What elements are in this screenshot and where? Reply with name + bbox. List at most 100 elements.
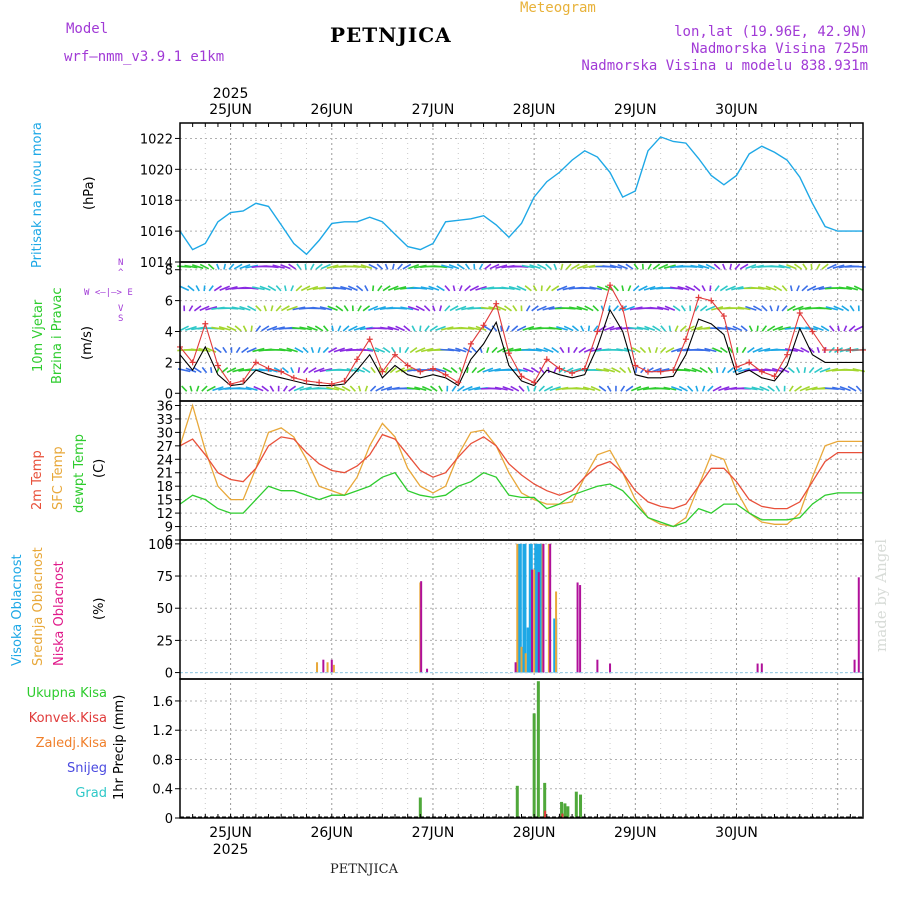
wind-arrow bbox=[415, 347, 426, 353]
wind-arrow bbox=[476, 367, 486, 374]
gust-marker bbox=[784, 351, 791, 358]
gust-marker bbox=[189, 359, 196, 366]
wind-arrow bbox=[525, 305, 531, 312]
wind-arrow bbox=[263, 305, 267, 312]
wind-arrow bbox=[638, 285, 648, 292]
wind-arrow bbox=[373, 306, 386, 311]
wind-arrow bbox=[516, 325, 527, 332]
wind-arrow bbox=[201, 385, 208, 392]
wind-arrow bbox=[769, 305, 773, 312]
wind-arrow bbox=[299, 326, 312, 331]
y-tick-label: 36 bbox=[156, 399, 173, 414]
legend-hail: Grad bbox=[75, 786, 107, 801]
wind-arrow bbox=[747, 346, 755, 354]
wind-arrow bbox=[471, 346, 478, 354]
wind-arrow bbox=[322, 325, 329, 332]
wind-arrow bbox=[218, 326, 231, 331]
wind-arrow bbox=[460, 326, 475, 330]
wind-arrow bbox=[571, 325, 580, 332]
compass-up: ^ bbox=[118, 268, 124, 278]
wind-arrow bbox=[644, 325, 656, 332]
day-label-top: 29JUN bbox=[614, 102, 657, 118]
wind-arrow bbox=[542, 306, 555, 311]
wind-arrow bbox=[190, 348, 205, 352]
wind-arrow bbox=[752, 347, 763, 353]
wind-arrow bbox=[800, 347, 810, 354]
wind-arrow bbox=[331, 325, 334, 332]
gust-marker bbox=[657, 368, 664, 375]
wind-arrow bbox=[794, 385, 802, 392]
wind-arrow bbox=[212, 386, 224, 392]
wind-arrow bbox=[711, 347, 723, 353]
compass-s: S bbox=[118, 314, 124, 324]
wind-arrow bbox=[833, 305, 844, 312]
wind-arrow bbox=[792, 347, 804, 353]
wind-arrow bbox=[841, 305, 850, 312]
wind-arrow bbox=[709, 285, 712, 292]
wind-arrow bbox=[198, 347, 211, 353]
precip-bar-total bbox=[563, 803, 567, 818]
y-tick-label: 9 bbox=[165, 521, 173, 536]
wind-arrow bbox=[691, 325, 703, 331]
gust-marker bbox=[758, 368, 765, 375]
gust-marker bbox=[569, 370, 576, 377]
wind-arrow bbox=[187, 285, 195, 292]
wind-arrow bbox=[278, 348, 292, 352]
wind-arrow bbox=[576, 264, 588, 270]
wind-arrow bbox=[241, 346, 249, 354]
wind-arrow bbox=[575, 387, 589, 391]
wind-arrow bbox=[565, 263, 572, 270]
wind-arrow bbox=[261, 325, 270, 332]
wind-arrow bbox=[255, 305, 262, 312]
wind-arrow bbox=[211, 326, 225, 331]
wind-arrow bbox=[206, 347, 217, 353]
wind-arrow bbox=[797, 326, 812, 330]
wind-arrow bbox=[403, 325, 411, 332]
wind-arrow bbox=[404, 346, 410, 354]
wind-arrow bbox=[333, 386, 345, 392]
wind-arrow bbox=[349, 385, 356, 392]
gust-marker bbox=[708, 297, 715, 304]
wind-arrow bbox=[647, 263, 652, 270]
wind-arrow bbox=[825, 306, 838, 311]
wind-arrow bbox=[269, 385, 275, 392]
gust-marker bbox=[354, 356, 361, 363]
wind-arrow bbox=[671, 347, 683, 353]
wind-arrow bbox=[286, 305, 298, 311]
wind-arrow bbox=[630, 385, 642, 392]
gust-marker bbox=[392, 351, 399, 358]
y-tick-label: 1014 bbox=[140, 256, 173, 271]
wind-arrow bbox=[587, 325, 591, 332]
wind-arrow bbox=[193, 367, 202, 374]
wind-arrow bbox=[576, 305, 588, 311]
day-label-bottom: 25JUN bbox=[209, 825, 252, 841]
wind-arrow bbox=[296, 263, 302, 270]
cloud-bar-low bbox=[579, 585, 582, 673]
wind-arrow bbox=[573, 346, 578, 354]
wind-arrow bbox=[621, 285, 625, 292]
y-tick-label: 1020 bbox=[140, 163, 173, 178]
wind-arrow bbox=[466, 367, 469, 374]
wind-arrow bbox=[778, 264, 791, 269]
wind-arrow bbox=[765, 285, 777, 291]
wind-arrow bbox=[563, 325, 574, 332]
wind-arrow bbox=[741, 346, 747, 354]
wind-arrow-layer bbox=[177, 263, 866, 392]
wind-arrow bbox=[306, 325, 318, 332]
day-label-bottom: 27JUN bbox=[412, 825, 455, 841]
y-tick-label: 100 bbox=[148, 538, 173, 553]
wind-arrow bbox=[310, 347, 315, 354]
wind-arrow bbox=[504, 305, 512, 312]
wind-arrow bbox=[717, 326, 731, 331]
wind-arrow bbox=[280, 263, 291, 270]
wind-arrow bbox=[185, 325, 197, 331]
wind-arrow bbox=[306, 285, 319, 291]
wind-arrow bbox=[458, 285, 463, 292]
wind-arrow bbox=[354, 367, 365, 373]
wind-arrow bbox=[275, 285, 282, 292]
wind-arrow bbox=[582, 386, 596, 391]
wind-arrow bbox=[722, 263, 726, 270]
wind-arrow bbox=[213, 285, 222, 292]
wind-arrow bbox=[715, 367, 719, 374]
y-tick-label: 0 bbox=[165, 387, 173, 402]
